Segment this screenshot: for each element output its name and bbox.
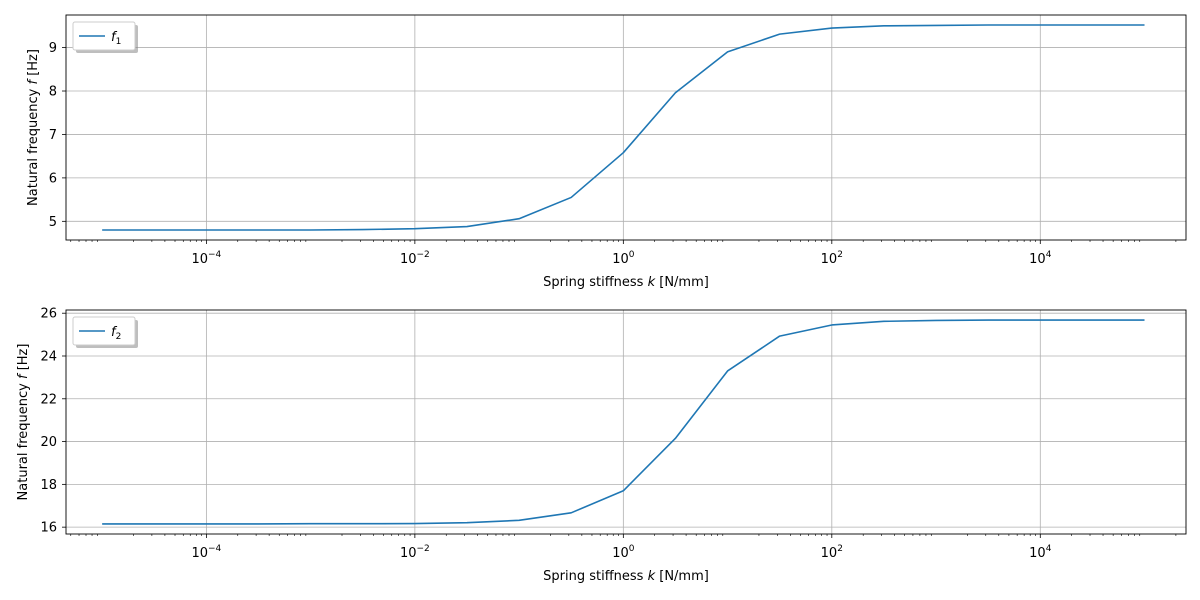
x-tick-label: 100 [612,544,635,561]
legend: f2 [72,316,138,348]
x-tick-label: 104 [1029,250,1052,267]
y-tick-label: 26 [40,307,57,322]
y-tick-label: 18 [40,478,57,493]
series-line-f2 [102,319,1145,525]
x-axis-label: Spring stiffness k [N/mm] [543,569,709,584]
legend: f1 [72,21,138,53]
x-tick-label: 100 [612,250,635,267]
top-subplot: 10−4 10−2 100 102 104 5 6 7 8 9 Spring stiffness k… [26,14,1187,290]
x-tick-label: 104 [1029,544,1052,561]
y-axis-label: Natural frequency f [Hz] [26,49,41,206]
x-tick-label: 10−2 [400,250,430,267]
x-tick-label: 102 [821,544,843,561]
legend-entry-label: f2 [111,325,121,342]
series-line-f1 [102,24,1145,231]
y-tick-label: 6 [49,171,57,186]
y-axis-label: Natural frequency f [Hz] [16,344,31,501]
legend-entry-label: f1 [111,30,121,47]
y-tick-label: 22 [40,392,57,407]
y-tick-label: 16 [40,521,57,536]
y-tick-label: 24 [40,349,57,364]
x-tick-label: 10−4 [191,250,221,267]
bottom-subplot: 10−4 10−2 100 102 104 16 18 20 22 24 26 Spring stif… [16,307,1187,584]
x-tick-label: 10−2 [400,544,430,561]
axes-frame [65,14,1187,241]
axes-frame [65,309,1187,535]
y-tick-label: 9 [49,41,57,56]
y-tick-label: 8 [49,85,57,100]
y-tick-label: 20 [40,435,57,450]
x-tick-label: 10−4 [191,544,221,561]
x-axis-label: Spring stiffness k [N/mm] [543,275,709,290]
x-tick-label: 102 [821,250,843,267]
y-tick-label: 7 [49,128,57,143]
y-tick-label: 5 [49,215,57,230]
